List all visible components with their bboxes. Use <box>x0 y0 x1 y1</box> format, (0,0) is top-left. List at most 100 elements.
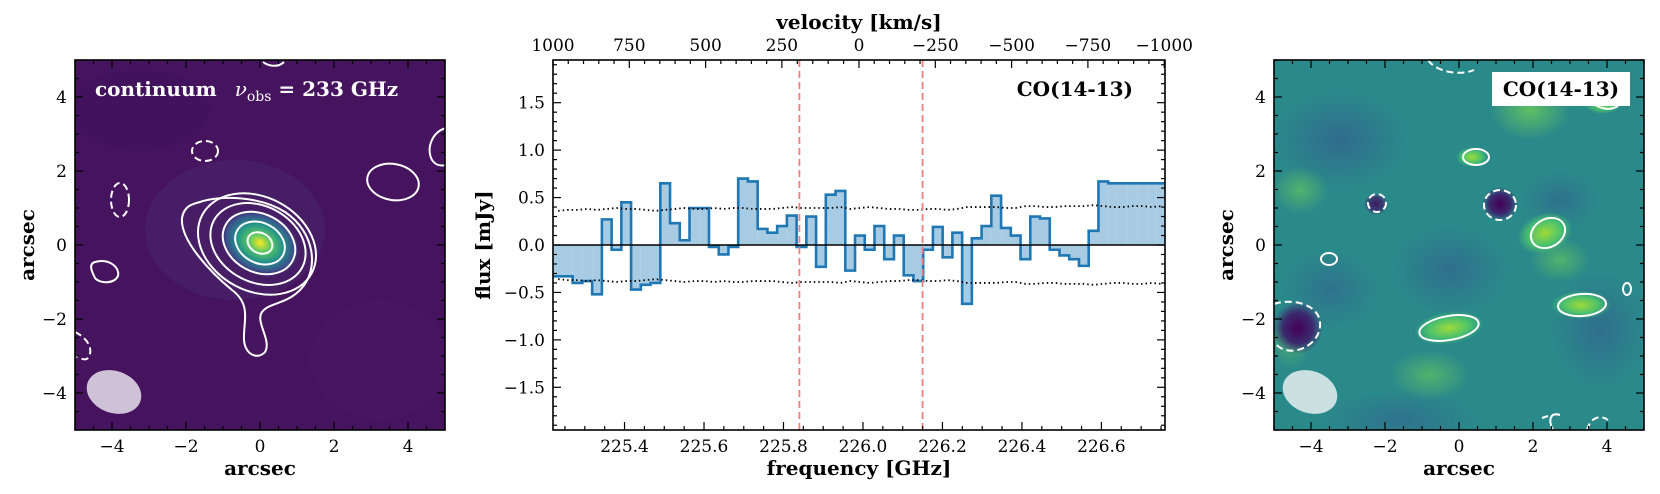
continuum-map-panel: continuum νobs = 233 GHz −4 −2 0 2 4 −4 −2 0 2 4 a… <box>15 59 446 480</box>
x-tick-label: 225.4 <box>600 437 649 457</box>
flux-bar <box>1001 227 1011 245</box>
right-xlabel: arcsec <box>1423 456 1495 480</box>
y-tick-label: 2 <box>1255 162 1266 182</box>
flux-bar <box>689 208 700 245</box>
flux-bar <box>952 232 963 245</box>
right-axes: −4 −2 0 2 4 −4 −2 0 2 4 <box>1241 59 1645 457</box>
flux-bar <box>942 245 953 258</box>
left-xlabel: arcsec <box>224 456 296 480</box>
y-tick-label: 0 <box>56 236 67 256</box>
top-x-tick-label: −500 <box>988 36 1035 56</box>
flux-bar <box>631 245 641 290</box>
line-map-label: CO(14-13) <box>1503 77 1619 101</box>
top-x-tick-label: −250 <box>912 36 959 56</box>
flux-bar <box>923 245 933 250</box>
flux-bar <box>981 226 992 245</box>
flux-bar <box>582 245 593 282</box>
x-tick-label: 226.4 <box>998 437 1047 457</box>
y-tick-label: 0 <box>1255 236 1266 256</box>
y-tick-label: −4 <box>1241 384 1266 404</box>
flux-bar <box>621 202 632 245</box>
flux-bar <box>991 195 1002 245</box>
flux-bar <box>1078 245 1089 266</box>
flux-bar <box>1156 183 1165 245</box>
flux-bar <box>1049 245 1060 250</box>
y-tick-label: 1.5 <box>518 94 545 114</box>
y-tick-label: 0.5 <box>518 189 545 209</box>
right-ylabel: arcsec <box>1214 209 1238 281</box>
flux-bar <box>670 223 680 245</box>
middle-xlabel: frequency [GHz] <box>767 456 952 480</box>
flux-bar <box>1117 183 1128 245</box>
flux-bar <box>1137 183 1148 245</box>
middle-axes: 225.4 225.6 225.8 226.0 226.2 226.4 226.6 −1.5 −… <box>504 36 1193 457</box>
flux-bar <box>1030 216 1041 245</box>
flux-bar <box>884 245 894 260</box>
flux-bar <box>1020 245 1031 260</box>
flux-bar <box>1059 245 1070 256</box>
flux-bar <box>825 194 836 245</box>
flux-bar <box>592 245 602 295</box>
beam-ellipse <box>1282 370 1338 414</box>
beam-ellipse <box>86 370 142 414</box>
left-ylabel: arcsec <box>15 209 39 281</box>
flux-bar <box>572 245 583 283</box>
x-tick-label: −4 <box>99 437 124 457</box>
flux-bar <box>747 181 758 245</box>
flux-bar <box>932 226 943 245</box>
x-tick-label: 4 <box>403 437 414 457</box>
y-tick-label: 1.0 <box>518 141 545 161</box>
flux-bar <box>640 245 651 285</box>
flux-bar <box>718 245 729 255</box>
y-tick-label: 4 <box>1255 88 1266 108</box>
top-x-tick-label: 1000 <box>531 36 574 56</box>
right-label-box <box>1492 72 1630 106</box>
noise-curve <box>558 278 1162 286</box>
x-tick-label: 4 <box>1602 437 1613 457</box>
source-emission <box>217 207 303 279</box>
y-tick-label: −4 <box>42 384 67 404</box>
y-tick-label: −1.5 <box>504 378 545 398</box>
top-x-tick-label: 500 <box>689 36 721 56</box>
x-tick-label: 0 <box>255 437 266 457</box>
x-tick-label: −2 <box>1372 437 1397 457</box>
flux-step-line <box>553 177 1165 306</box>
x-tick-label: 2 <box>329 437 340 457</box>
middle-top-xlabel: velocity [km/s] <box>775 10 941 34</box>
flux-bar <box>806 216 817 245</box>
line-map-panel: CO(14-13) −4 −2 0 2 4 −4 −2 0 2 4 arcsec arcsec <box>1214 59 1645 480</box>
x-tick-label: 225.8 <box>759 437 808 457</box>
middle-ylabel: flux [mJy] <box>471 190 495 299</box>
flux-bar <box>553 245 563 277</box>
y-tick-label: −0.5 <box>504 283 545 303</box>
flux-bar <box>1127 183 1138 245</box>
flux-bar <box>786 215 797 245</box>
flux-bar <box>893 235 904 245</box>
flux-bar <box>913 245 924 282</box>
x-tick-label: 226.0 <box>839 437 888 457</box>
continuum-label: continuum νobs = 233 GHz <box>95 77 398 105</box>
top-x-tick-label: −750 <box>1065 36 1112 56</box>
top-x-tick-label: 0 <box>854 36 865 56</box>
flux-bar <box>864 245 875 250</box>
top-x-tick-label: −1000 <box>1135 36 1193 56</box>
flux-bar <box>738 178 748 245</box>
flux-bar <box>1040 218 1050 245</box>
flux-bar <box>971 238 982 245</box>
y-tick-label: 4 <box>56 88 67 108</box>
flux-bar <box>611 245 622 250</box>
flux-bar <box>1069 245 1079 260</box>
flux-bar <box>1010 235 1021 245</box>
flux-bar <box>816 245 826 267</box>
flux-bar <box>757 228 768 245</box>
spectrum-panel: CO(14-13) 225.4 225.6 225.8 226.0 226.2 226.4… <box>471 10 1193 480</box>
x-tick-label: 225.6 <box>680 437 729 457</box>
flux-bar <box>699 208 709 245</box>
flux-bar <box>874 226 885 245</box>
flux-bar <box>845 245 856 271</box>
top-x-tick-label: 750 <box>613 36 645 56</box>
spectrum-line-label: CO(14-13) <box>1017 77 1133 101</box>
flux-bar <box>962 245 972 304</box>
left-axes: −4 −2 0 2 4 −4 −2 0 2 4 <box>42 59 446 457</box>
